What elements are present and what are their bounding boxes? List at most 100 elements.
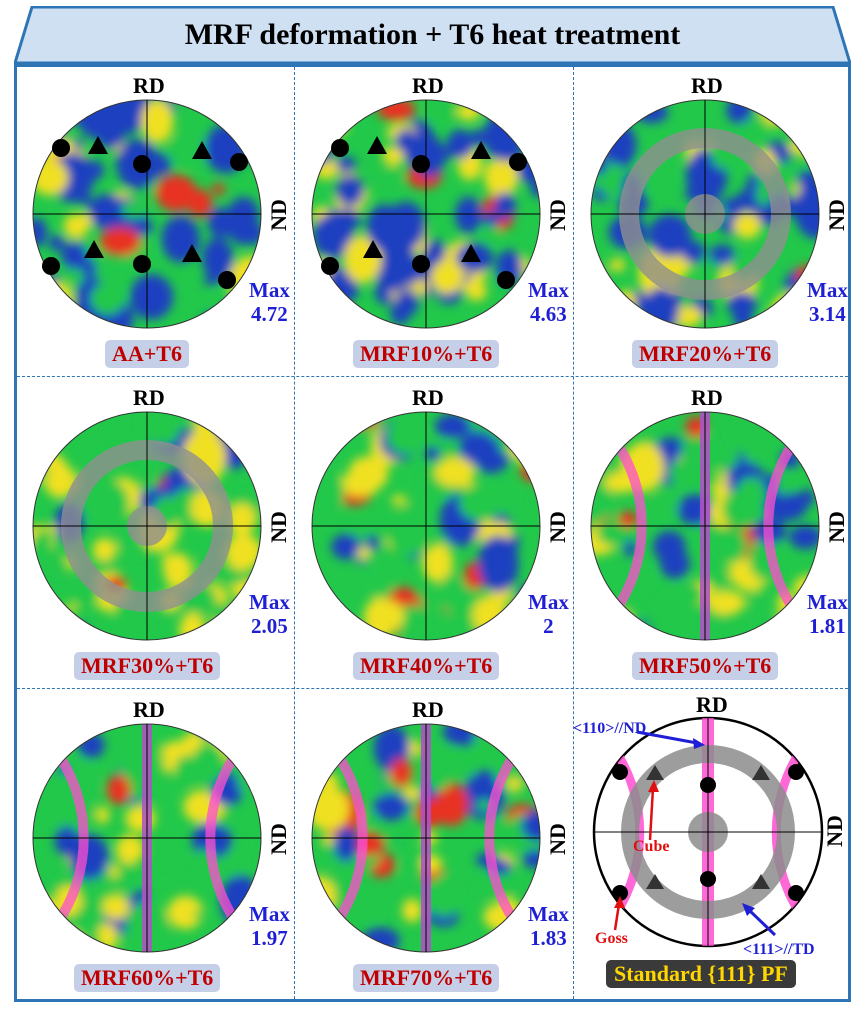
arrow-cube — [648, 787, 655, 841]
rd-axis-label: RD — [412, 73, 444, 98]
max-intensity-label: Max 4.63 — [528, 278, 569, 326]
rd-axis-label: RD — [691, 73, 723, 98]
pole-figure — [590, 99, 820, 329]
max-prefix: Max — [528, 278, 569, 302]
max-prefix: Max — [249, 590, 290, 614]
pole-figure — [311, 99, 541, 329]
max-intensity-label: Max 1.83 — [528, 902, 569, 950]
goss-pole-marker — [412, 255, 430, 273]
max-prefix: Max — [807, 590, 848, 614]
nd-axis-label: ND — [821, 815, 847, 847]
panel-caption: MRF20%+T6 — [632, 340, 779, 368]
max-value: 2 — [543, 614, 554, 638]
max-intensity-label: Max 1.81 — [807, 590, 848, 638]
cube-pole-marker — [471, 141, 491, 159]
nd-axis-label: ND — [544, 199, 570, 231]
rd-axis-label: RD — [691, 385, 723, 410]
goss-pole-marker — [612, 885, 628, 901]
cube-pole-marker — [646, 874, 664, 889]
label-111-td: <111>//TD — [743, 941, 815, 958]
max-value: 1.83 — [530, 926, 567, 950]
goss-pole-marker — [700, 777, 716, 793]
max-value: 1.97 — [251, 926, 288, 950]
max-intensity-label: Max 3.14 — [807, 278, 848, 326]
panel-caption: MRF10%+T6 — [353, 340, 500, 368]
nd-axis-label: ND — [265, 511, 291, 543]
goss-pole-marker — [52, 139, 70, 157]
goss-pole-marker — [412, 155, 430, 173]
nd-axis-label: ND — [544, 511, 570, 543]
cube-pole-marker — [367, 136, 387, 154]
cube-pole-marker — [363, 240, 383, 258]
pole-figure-panel: RD ND Max 4.72 AA+T6 — [17, 67, 294, 376]
rd-axis-label: RD — [133, 385, 165, 410]
pole-figure-panel: RD ND Max 1.97 MRF60%+T6 — [17, 691, 294, 1000]
rd-axis-label: RD — [412, 697, 444, 722]
cube-pole-marker — [752, 765, 770, 780]
arrow-110 — [636, 730, 698, 745]
title-banner — [14, 6, 851, 64]
label-goss: Goss — [595, 930, 628, 947]
pole-figure — [311, 723, 541, 953]
panel-caption: MRF60%+T6 — [74, 964, 221, 992]
panel-caption: MRF30%+T6 — [74, 652, 221, 680]
goss-pole-marker — [230, 153, 248, 171]
cube-pole-marker — [461, 244, 481, 262]
goss-pole-marker — [700, 871, 716, 887]
goss-pole-marker — [612, 764, 628, 780]
goss-pole-marker — [42, 257, 60, 275]
pole-figure-panel: RD ND Max 1.81 MRF50%+T6 — [575, 379, 852, 688]
arrow-111 — [747, 908, 777, 937]
goss-pole-marker — [133, 155, 151, 173]
grid-divider — [294, 67, 295, 999]
goss-pole-marker — [509, 153, 527, 171]
panel-caption: MRF70%+T6 — [353, 964, 500, 992]
nd-axis-label: ND — [823, 199, 849, 231]
arrow-goss — [613, 903, 621, 931]
goss-pole-marker — [133, 255, 151, 273]
goss-pole-marker — [788, 764, 804, 780]
goss-pole-marker — [331, 139, 349, 157]
standard-pf-caption: Standard {111} PF — [606, 960, 796, 988]
goss-pole-marker — [218, 271, 236, 289]
max-prefix: Max — [249, 902, 290, 926]
grid-divider — [573, 67, 574, 999]
pole-figure-panel: RD ND Max 1.83 MRF70%+T6 — [296, 691, 573, 1000]
goss-pole-marker — [788, 885, 804, 901]
max-prefix: Max — [807, 278, 848, 302]
goss-pole-marker — [321, 257, 339, 275]
max-intensity-label: Max 1.97 — [249, 902, 290, 950]
pole-figure-panel: RD ND Max 2 MRF40%+T6 — [296, 379, 573, 688]
max-value: 1.81 — [809, 614, 846, 638]
rd-axis-label: RD — [133, 697, 165, 722]
panel-caption: MRF40%+T6 — [353, 652, 500, 680]
panel-caption: AA+T6 — [105, 340, 189, 368]
pole-figure-panel: RD ND Max 4.63 MRF10%+T6 — [296, 67, 573, 376]
max-prefix: Max — [249, 278, 290, 302]
label-110-nd: <110>//ND — [573, 720, 647, 737]
nd-axis-label: ND — [544, 823, 570, 855]
max-prefix: Max — [528, 902, 569, 926]
pole-figure — [311, 411, 541, 641]
max-intensity-label: Max 2.05 — [249, 590, 290, 638]
max-value: 3.14 — [809, 302, 846, 326]
cube-pole-marker — [182, 244, 202, 262]
goss-pole-marker — [497, 271, 515, 289]
label-cube: Cube — [633, 838, 670, 855]
pole-figure-panel: RD ND Max 3.14 MRF20%+T6 — [575, 67, 852, 376]
pole-figure — [32, 411, 262, 641]
cube-pole-marker — [192, 141, 212, 159]
standard-pole-figure-panel: RD ND <110>//ND <111>//TD Cube Goss Stan… — [573, 690, 848, 1000]
cube-pole-marker — [752, 874, 770, 889]
pole-figure-panel: RD ND Max 2.05 MRF30%+T6 — [17, 379, 294, 688]
standard-pole-figure — [592, 716, 824, 948]
max-prefix: Max — [528, 590, 569, 614]
pole-figure — [32, 723, 262, 953]
max-value: 2.05 — [251, 614, 288, 638]
cube-pole-marker — [88, 136, 108, 154]
rd-axis-label: RD — [412, 385, 444, 410]
nd-axis-label: ND — [265, 199, 291, 231]
max-value: 4.63 — [530, 302, 567, 326]
max-value: 4.72 — [251, 302, 288, 326]
rd-axis-label: RD — [696, 692, 728, 717]
